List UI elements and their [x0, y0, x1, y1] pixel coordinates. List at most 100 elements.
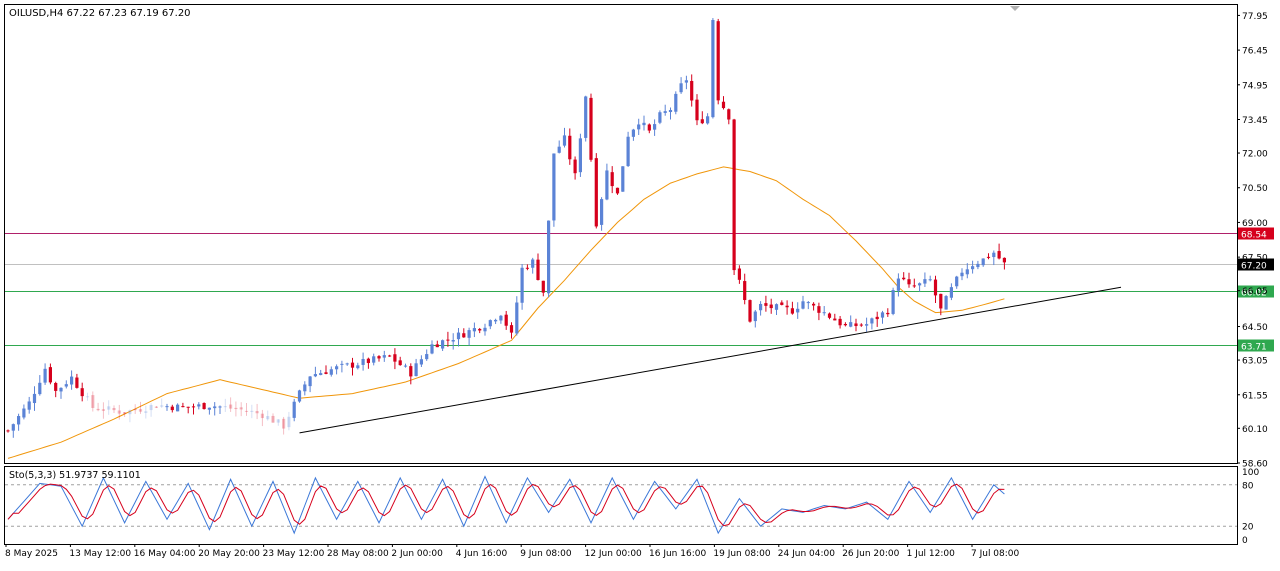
candle-body[interactable]	[992, 252, 996, 258]
candle-body[interactable]	[928, 279, 932, 281]
candle-body[interactable]	[467, 330, 471, 338]
candle-body[interactable]	[658, 112, 662, 123]
candle-body[interactable]	[38, 382, 42, 395]
candle-body[interactable]	[403, 365, 408, 367]
candle-body[interactable]	[345, 363, 349, 365]
candle-body[interactable]	[541, 280, 545, 293]
candle-body[interactable]	[843, 323, 847, 326]
candle-body[interactable]	[684, 80, 688, 83]
candle-body[interactable]	[504, 314, 508, 326]
candle-body[interactable]	[965, 269, 969, 275]
candle-body[interactable]	[976, 263, 980, 268]
candle-body[interactable]	[478, 328, 482, 331]
candle-body[interactable]	[271, 415, 275, 423]
candle-body[interactable]	[875, 316, 879, 320]
candle-body[interactable]	[854, 323, 858, 327]
candle-body[interactable]	[435, 344, 439, 348]
candle-body[interactable]	[229, 404, 233, 409]
candle-body[interactable]	[366, 358, 370, 364]
candle-body[interactable]	[647, 124, 651, 131]
candle-body[interactable]	[716, 21, 720, 101]
candle-body[interactable]	[101, 409, 105, 411]
candle-body[interactable]	[260, 413, 264, 419]
candle-body[interactable]	[727, 109, 731, 120]
candle-body[interactable]	[573, 159, 577, 174]
candle-body[interactable]	[902, 277, 906, 280]
candle-body[interactable]	[891, 290, 895, 314]
candle-body[interactable]	[721, 101, 726, 109]
candle-body[interactable]	[419, 359, 423, 365]
candle-body[interactable]	[981, 258, 985, 266]
candle-body[interactable]	[234, 407, 238, 410]
candle-body[interactable]	[128, 410, 132, 415]
candle-body[interactable]	[801, 301, 805, 309]
candle-body[interactable]	[308, 376, 312, 387]
candle-body[interactable]	[244, 410, 249, 412]
candle-body[interactable]	[313, 374, 317, 377]
candle-body[interactable]	[494, 319, 498, 322]
candle-body[interactable]	[933, 279, 938, 296]
candle-body[interactable]	[446, 339, 450, 341]
candle-body[interactable]	[562, 135, 567, 146]
stoch-main-line[interactable]	[7, 475, 1005, 535]
candle-body[interactable]	[324, 372, 328, 374]
candle-body[interactable]	[239, 407, 243, 410]
ascending-trendline[interactable]	[299, 286, 1122, 434]
candle-body[interactable]	[960, 272, 964, 277]
candle-body[interactable]	[350, 362, 355, 368]
candle-body[interactable]	[22, 408, 26, 418]
candle-body[interactable]	[138, 409, 143, 412]
candle-body[interactable]	[149, 405, 153, 411]
candle-body[interactable]	[631, 129, 635, 137]
candle-body[interactable]	[75, 377, 79, 388]
candle-body[interactable]	[700, 119, 704, 124]
candle-body[interactable]	[456, 332, 461, 340]
candle-body[interactable]	[547, 220, 551, 294]
candle-body[interactable]	[711, 20, 715, 118]
candle-body[interactable]	[319, 373, 323, 376]
moving-average-line[interactable]	[7, 166, 1005, 459]
candle-body[interactable]	[615, 187, 620, 194]
candle-body[interactable]	[91, 395, 95, 408]
candle-body[interactable]	[944, 296, 948, 310]
candle-body[interactable]	[849, 322, 853, 327]
candle-body[interactable]	[896, 278, 900, 291]
candle-body[interactable]	[303, 384, 307, 392]
candle-body[interactable]	[806, 302, 810, 304]
candle-body[interactable]	[32, 393, 37, 404]
candle-body[interactable]	[796, 308, 800, 313]
candle-body[interactable]	[213, 406, 217, 409]
candle-body[interactable]	[488, 320, 492, 327]
candle-body[interactable]	[409, 366, 413, 377]
candle-body[interactable]	[907, 279, 911, 285]
candle-body[interactable]	[398, 360, 402, 366]
chart-shift-marker-icon[interactable]	[1010, 6, 1020, 11]
candle-body[interactable]	[690, 80, 694, 101]
candle-body[interactable]	[743, 281, 747, 301]
candle-body[interactable]	[255, 411, 259, 414]
candle-body[interactable]	[144, 411, 148, 413]
candle-body[interactable]	[626, 136, 630, 167]
candle-body[interactable]	[483, 327, 487, 332]
candle-body[interactable]	[838, 318, 842, 326]
candle-body[interactable]	[923, 279, 927, 284]
candle-body[interactable]	[361, 358, 365, 365]
candle-body[interactable]	[986, 256, 991, 258]
candle-body[interactable]	[531, 259, 535, 268]
candle-body[interactable]	[817, 306, 821, 313]
candle-body[interactable]	[425, 354, 429, 360]
candle-body[interactable]	[865, 324, 869, 326]
candle-body[interactable]	[441, 340, 445, 349]
candle-body[interactable]	[207, 407, 211, 410]
candle-body[interactable]	[287, 416, 291, 428]
candle-body[interactable]	[578, 138, 582, 173]
candle-body[interactable]	[123, 412, 127, 414]
candle-body[interactable]	[218, 406, 222, 408]
candle-body[interactable]	[176, 404, 180, 412]
candle-body[interactable]	[668, 109, 673, 113]
candle-body[interactable]	[859, 324, 863, 326]
candle-body[interactable]	[774, 304, 779, 310]
candle-body[interactable]	[499, 315, 503, 321]
candle-body[interactable]	[11, 424, 15, 431]
